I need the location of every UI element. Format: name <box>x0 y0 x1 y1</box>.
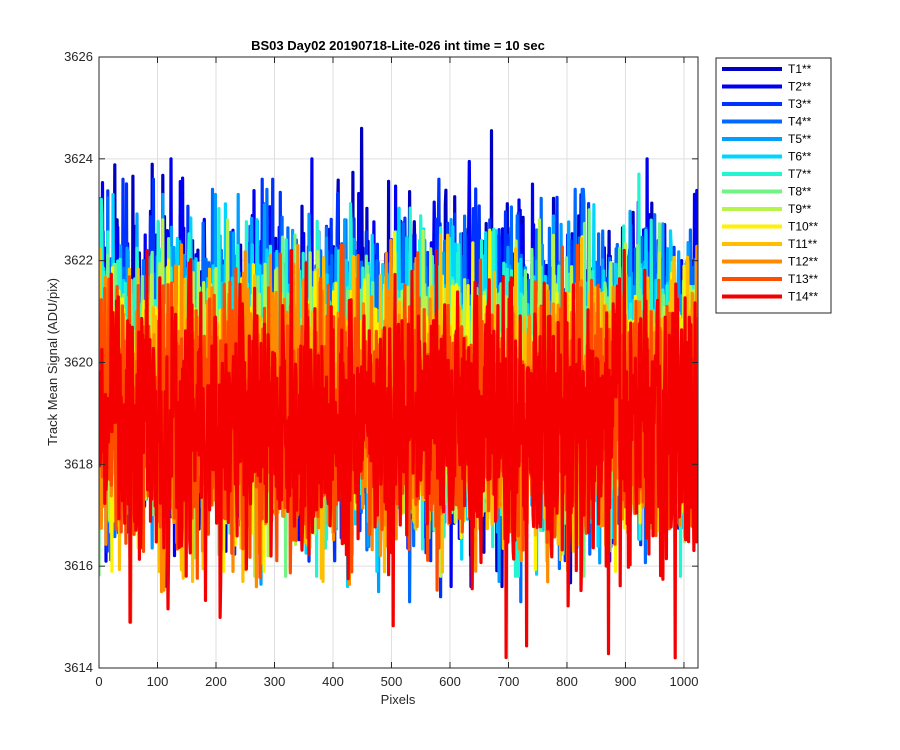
y-tick-label: 3618 <box>64 456 93 471</box>
y-axis-label: Track Mean Signal (ADU/pix) <box>45 278 60 446</box>
series-layer <box>99 126 698 660</box>
y-tick-label: 3626 <box>64 49 93 64</box>
y-tick-label: 3622 <box>64 253 93 268</box>
tick-layer: 0 100 200 300 400 500 600 700 800 900 1000 3614 3616… <box>64 49 698 689</box>
legend-label-1: T1** <box>788 62 812 76</box>
legend-label-13: T13** <box>788 272 818 286</box>
x-tick-label: 300 <box>264 674 286 689</box>
x-tick-label: 200 <box>205 674 227 689</box>
y-tick-label: 3624 <box>64 151 93 166</box>
x-tick-label: 500 <box>381 674 403 689</box>
legend-label-8: T8** <box>788 185 812 199</box>
legend-label-14: T14** <box>788 290 818 304</box>
legend-label-12: T12** <box>788 255 818 269</box>
x-axis-label: Pixels <box>381 692 416 707</box>
legend-label-2: T2** <box>788 80 812 94</box>
y-tick-label: 3620 <box>64 355 93 370</box>
x-tick-label: 600 <box>439 674 461 689</box>
legend: T1** T2** T3** T4** T5** T6** T7** T8** T9** T10*… <box>715 57 832 314</box>
x-tick-label: 100 <box>147 674 169 689</box>
legend-box <box>715 57 832 314</box>
x-tick-label: 800 <box>556 674 578 689</box>
legend-label-11: T11** <box>788 237 817 251</box>
legend-label-10: T10** <box>788 220 818 234</box>
y-tick-label: 3616 <box>64 558 93 573</box>
y-tick-label: 3614 <box>64 660 93 675</box>
x-tick-label: 700 <box>498 674 520 689</box>
legend-items: T1** T2** T3** T4** T5** T6** T7** T8** T9** T10*… <box>722 62 818 304</box>
legend-label-9: T9** <box>788 202 812 216</box>
x-tick-label: 1000 <box>670 674 699 689</box>
series-line-14 <box>99 248 698 660</box>
x-tick-label: 900 <box>615 674 637 689</box>
x-tick-label: 0 <box>95 674 102 689</box>
chart-title: BS03 Day02 20190718-Lite-026 int time = … <box>251 38 545 53</box>
legend-label-4: T4** <box>788 115 812 129</box>
legend-label-7: T7** <box>788 167 812 181</box>
legend-label-6: T6** <box>788 150 812 164</box>
x-tick-label: 400 <box>322 674 344 689</box>
legend-label-5: T5** <box>788 132 812 146</box>
legend-label-3: T3** <box>788 97 812 111</box>
